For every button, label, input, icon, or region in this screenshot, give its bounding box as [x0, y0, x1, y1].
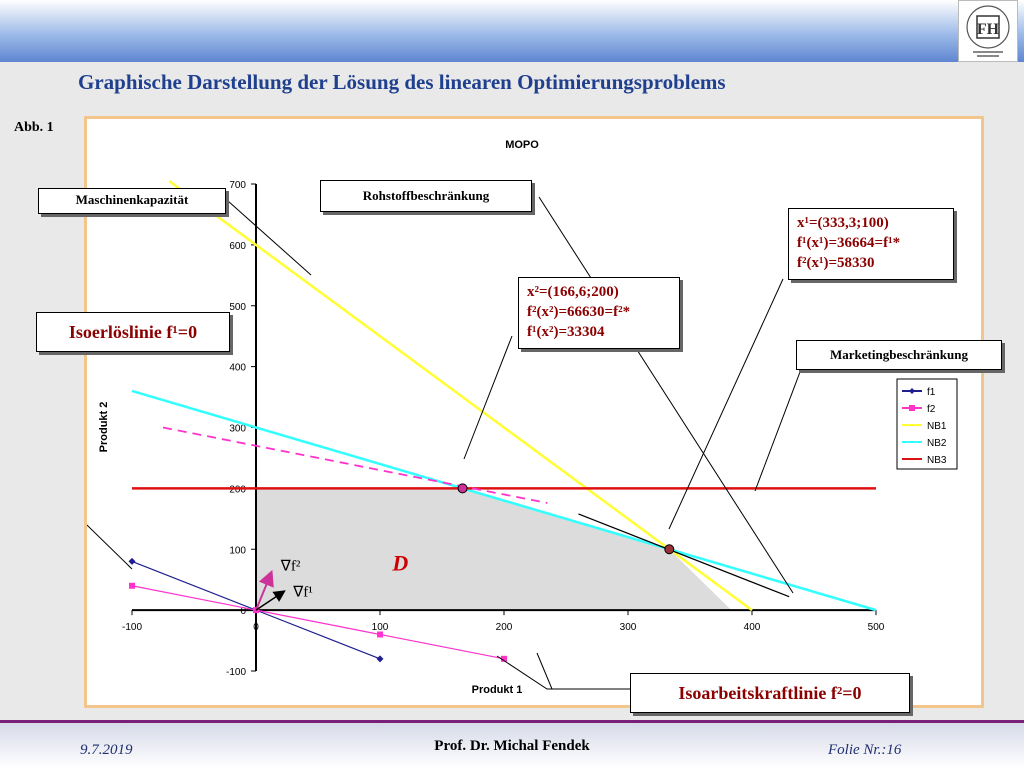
svg-text:FH: FH [977, 21, 1000, 38]
leader-line [536, 652, 553, 690]
series-point-f2 [377, 631, 383, 638]
y-tick-label: 700 [229, 180, 246, 191]
optimal-point-x1 [664, 544, 675, 555]
page-title: Graphische Darstellung der Lösung des li… [78, 70, 726, 94]
x-tick-label: -100 [122, 622, 142, 633]
y-axis-title: Produkt 2 [98, 402, 110, 453]
series-line-f2 [131, 585, 505, 660]
series-point-f2 [501, 655, 507, 662]
solution-x2-box: x²=(166,6;200) f²(x²)=66630=f²* f¹(x²)=3… [518, 277, 680, 349]
solution-x1-line2: f¹(x¹)=36664=f¹* [797, 235, 901, 251]
y-tick-label: -100 [226, 667, 246, 678]
chart-svg: -100 0 100 200 300 400 500 -100 0 100 200 300 400 500… [87, 139, 958, 696]
gradient-f2-arrow [255, 569, 274, 611]
university-logo: FH [958, 0, 1018, 62]
series-point-f2 [129, 582, 135, 589]
y-tick-label: 0 [240, 606, 246, 617]
figure-label: Abb. 1 [14, 120, 54, 135]
leader-line-isoerloes [87, 524, 133, 570]
label-isoarbeitskraftlinie: Isoarbeitskraftlinie f²=0 [630, 673, 910, 713]
legend-label-f2: f2 [927, 404, 936, 415]
x-tick-label: 100 [372, 622, 389, 633]
optimal-point-x2 [457, 483, 468, 494]
series-point-f1 [128, 557, 136, 565]
feasible-region [256, 488, 732, 611]
series-line-NB1 [168, 179, 753, 612]
x-tick-label: 200 [496, 622, 513, 633]
y-tick-label: 400 [229, 363, 246, 374]
footer-slide-number: Folie Nr.:16 [828, 742, 902, 758]
y-tick-label: 100 [229, 545, 246, 556]
footer-background [0, 723, 1024, 768]
leader-line [463, 335, 513, 460]
solution-x1-box: x¹=(333,3;100) f¹(x¹)=36664=f¹* f²(x¹)=5… [788, 208, 954, 280]
solution-x1-line3: f²(x¹)=58330 [797, 255, 875, 271]
feasible-region-label: D [391, 551, 408, 576]
label-marketingbeschraenkung: Marketingbeschränkung [796, 340, 1002, 370]
legend-label-NB3: NB3 [927, 455, 947, 466]
legend-label-f1: f1 [927, 387, 936, 398]
chart-title: MOPO [505, 139, 539, 151]
footer-divider [0, 720, 1024, 723]
label-isoerloeslinie: Isoerlöslinie f¹=0 [36, 312, 230, 352]
iso-f2-optimal-line [162, 426, 548, 504]
legend-marker-f1 [909, 388, 915, 394]
y-tick-label: 300 [229, 424, 246, 435]
x-tick-label: 300 [620, 622, 637, 633]
gradient-f1-arrow [255, 590, 286, 611]
y-tick-label: 600 [229, 241, 246, 252]
series-line-NB2 [131, 389, 877, 612]
label-rohstoffbeschraenkung: Rohstoffbeschränkung [320, 180, 532, 212]
footer-author: Prof. Dr. Michal Fendek [434, 738, 590, 754]
leader-line [668, 278, 784, 530]
series-point-f1 [376, 655, 384, 663]
x-tick-label: 400 [744, 622, 761, 633]
solution-x2-line2: f²(x²)=66630=f²* [527, 304, 631, 320]
leader-line-isoarbeit [496, 655, 632, 690]
leader-line [538, 196, 794, 594]
x-axis-title: Produkt 1 [472, 684, 523, 696]
solution-x1-line1: x¹=(333,3;100) [797, 215, 889, 231]
x-tick-label: 0 [253, 622, 259, 633]
footer-date: 9.7.2019 [80, 742, 133, 758]
legend-label-NB1: NB1 [927, 421, 947, 432]
gradient-f1-label: ∇f¹ [292, 585, 313, 601]
solution-x2-line1: x²=(166,6;200) [527, 284, 619, 300]
iso-f1-optimal-line [578, 513, 790, 598]
solution-x2-line3: f¹(x²)=33304 [527, 324, 605, 340]
label-maschinenkapazitaet: Maschinenkapazität [38, 188, 226, 214]
leader-line [227, 200, 312, 276]
header-banner [0, 0, 1024, 62]
y-tick-label: 200 [229, 484, 246, 495]
legend-label-NB2: NB2 [927, 438, 947, 449]
y-tick-label: 500 [229, 302, 246, 313]
gradient-f2-label: ∇f² [280, 559, 301, 575]
x-tick-label: 500 [868, 622, 885, 633]
leader-line [754, 371, 801, 492]
legend-marker-f2 [909, 405, 915, 411]
